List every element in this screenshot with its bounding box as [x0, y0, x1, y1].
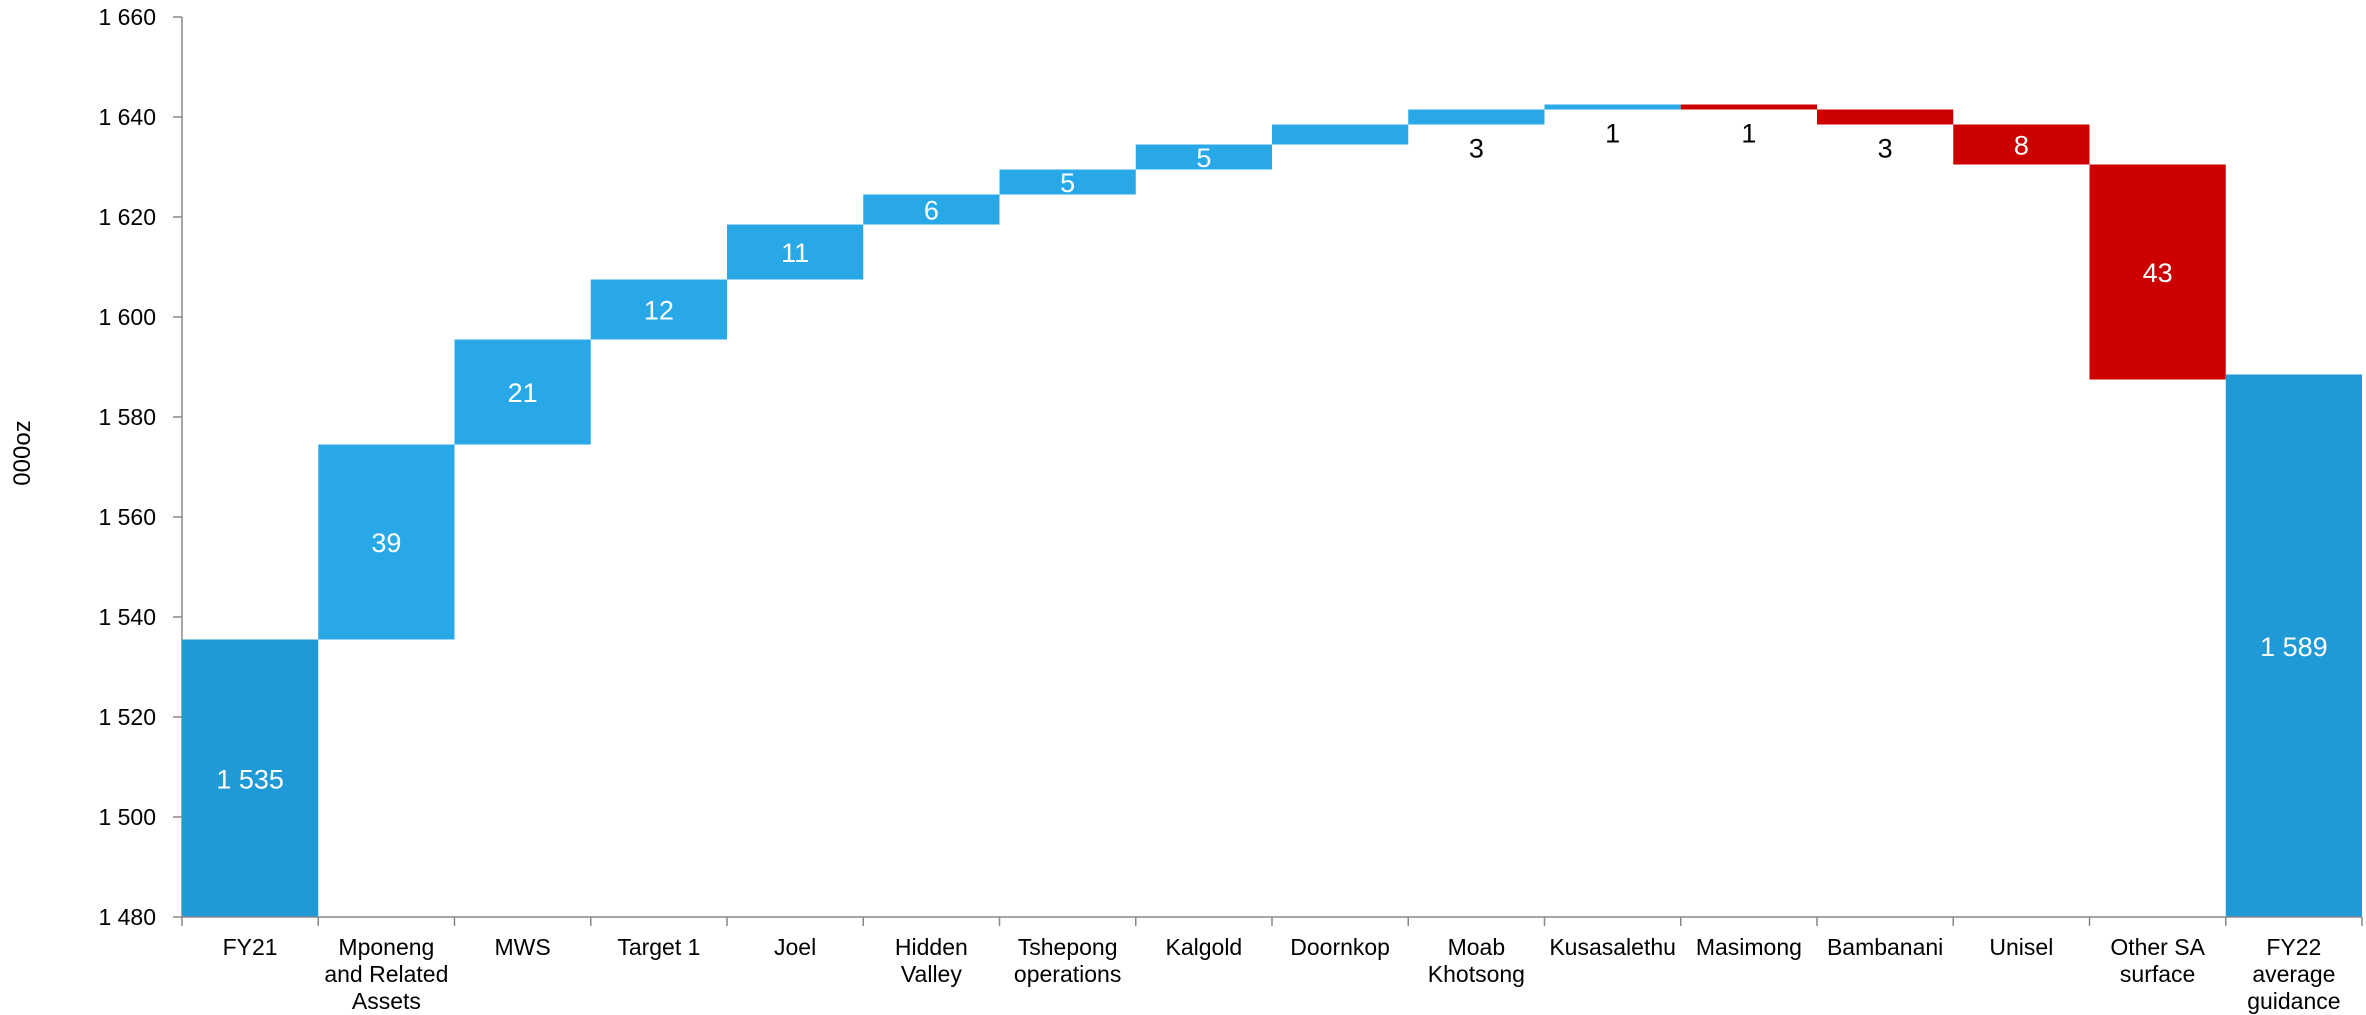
y-axis-title: 000oz [9, 420, 36, 485]
bar-target1 [590, 279, 727, 340]
data-label: 3 [1878, 134, 1893, 164]
data-label: 3 [1469, 134, 1484, 164]
x-category-label: FY22 average guidance [2247, 934, 2340, 1014]
bar-joel [727, 224, 864, 280]
x-category-label: Tshepong operations [1014, 934, 1121, 987]
x-category-label: Hidden Valley [895, 934, 968, 987]
x-category-label: Masimong [1696, 934, 1802, 960]
y-tick-label: 1 660 [98, 4, 156, 30]
x-category-label: Doornkop [1290, 934, 1390, 960]
bar-tshepong-operations [999, 169, 1136, 195]
data-label: 1 [1605, 119, 1620, 149]
y-tick-label: 1 560 [98, 504, 156, 530]
y-tick-label: 1 520 [98, 704, 156, 730]
data-label: 5 [1196, 143, 1211, 173]
data-label: 43 [2143, 258, 2173, 288]
bar-hidden-valley [863, 194, 1000, 225]
y-tick-label: 1 600 [98, 304, 156, 330]
data-label: 4 [1333, 154, 1348, 184]
data-label: 39 [371, 528, 401, 558]
x-category-label: Moab Khotsong [1428, 934, 1525, 987]
data-label: 6 [924, 196, 939, 226]
bar-masimong [1680, 104, 1817, 110]
data-label: 5 [1060, 168, 1075, 198]
x-category-label: MWS [495, 934, 551, 960]
x-category-label: Mponeng and Related Assets [324, 934, 448, 1014]
y-tick-label: 1 640 [98, 104, 156, 130]
bar-mponeng-andrelated-assets [318, 444, 455, 640]
data-label: 8 [2014, 131, 2029, 161]
bar-kusasalethu [1544, 104, 1681, 110]
x-category-label: Kusasalethu [1549, 934, 1676, 960]
y-tick-label: 1 620 [98, 204, 156, 230]
y-axis: 1 480 1 500 1 520 1 540 1 560 1 580 1 600 1 620… [98, 4, 183, 930]
bar-moab-khotsong [1408, 109, 1545, 125]
bar-mws [454, 339, 591, 445]
bar-fy22-average-guidance [2225, 374, 2362, 917]
data-label: 1 535 [216, 764, 284, 794]
bar-doornkop [1272, 124, 1409, 145]
bar-othersa-surface [2089, 164, 2226, 380]
x-category-label: Bambanani [1827, 934, 1943, 960]
x-category-label: Joel [774, 934, 816, 960]
x-category-label: Other SA surface [2110, 934, 2205, 987]
y-tick-label: 1 500 [98, 804, 156, 830]
y-tick-label: 1 480 [98, 904, 156, 930]
data-label: 12 [644, 296, 674, 326]
bar-unisel [1953, 124, 2090, 165]
data-label: 21 [508, 378, 538, 408]
x-category-label: FY21 [223, 934, 278, 960]
bar-kalgold [1135, 144, 1272, 170]
bar-fy21 [182, 639, 319, 917]
data-label: 11 [781, 238, 809, 268]
x-category-label: Kalgold [1166, 934, 1243, 960]
x-category-label: Target 1 [617, 934, 700, 960]
y-tick-label: 1 580 [98, 404, 156, 430]
data-label: 1 589 [2260, 632, 2328, 662]
x-axis: FY21 Mponeng and Related Assets MWS Target 1 J… [181, 916, 2363, 1014]
y-tick-label: 1 540 [98, 604, 156, 630]
bar-bambanani [1817, 109, 1954, 125]
data-label: 1 [1741, 119, 1756, 149]
x-category-label: Unisel [1989, 934, 2053, 960]
